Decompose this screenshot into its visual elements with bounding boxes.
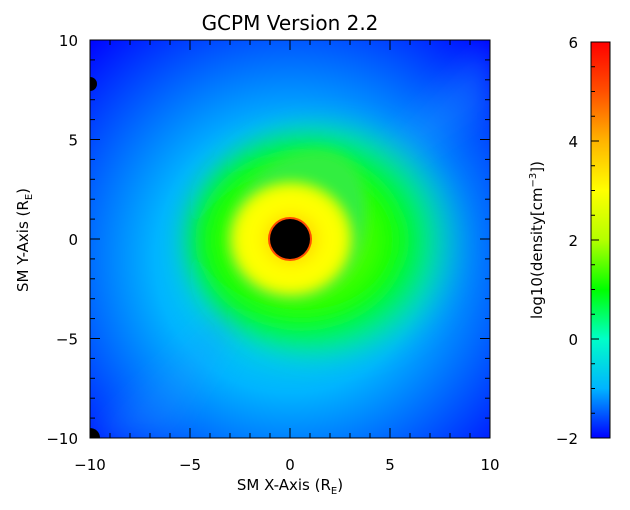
x-tick-label: 10 [480, 456, 499, 474]
planet-disk [270, 219, 310, 259]
y-tick-label: 10 [59, 32, 78, 50]
y-tick-label: −5 [56, 331, 78, 349]
y-tick-label: 0 [68, 231, 78, 249]
x-tick-label: 0 [285, 456, 295, 474]
colorbar-label: log10(density[cm−3]) [528, 161, 546, 319]
colorbar-tick-label: −2 [556, 430, 578, 448]
corner-mask-topleft [90, 77, 97, 91]
x-tick-label: −5 [179, 456, 201, 474]
x-tick-labels: −10 −5 0 5 10 [74, 456, 499, 474]
colorbar-ticks [591, 41, 599, 439]
y-tick-labels: −10 −5 0 5 10 [46, 32, 78, 448]
y-axis-label: SM Y-Axis (RE) [14, 188, 35, 292]
x-ticks [89, 40, 491, 438]
colorbar-tick-label: 2 [568, 232, 578, 250]
density-heatmap [90, 40, 490, 438]
colorbar-tick-labels: −2 0 2 4 6 [556, 34, 578, 448]
colorbar-tick-label: 4 [568, 133, 578, 151]
x-tick-label: 5 [385, 456, 395, 474]
x-axis-label: SM X-Axis (RE) [237, 476, 343, 497]
colorbar-tick-label: 6 [568, 34, 578, 52]
corner-mask-bottomleft [90, 428, 100, 438]
chart-title: GCPM Version 2.2 [202, 11, 379, 35]
y-tick-label: 5 [68, 132, 78, 150]
y-tick-label: −10 [46, 430, 78, 448]
colorbar-tick-label: 0 [568, 331, 578, 349]
y-ticks [90, 39, 490, 439]
x-tick-label: −10 [74, 456, 106, 474]
